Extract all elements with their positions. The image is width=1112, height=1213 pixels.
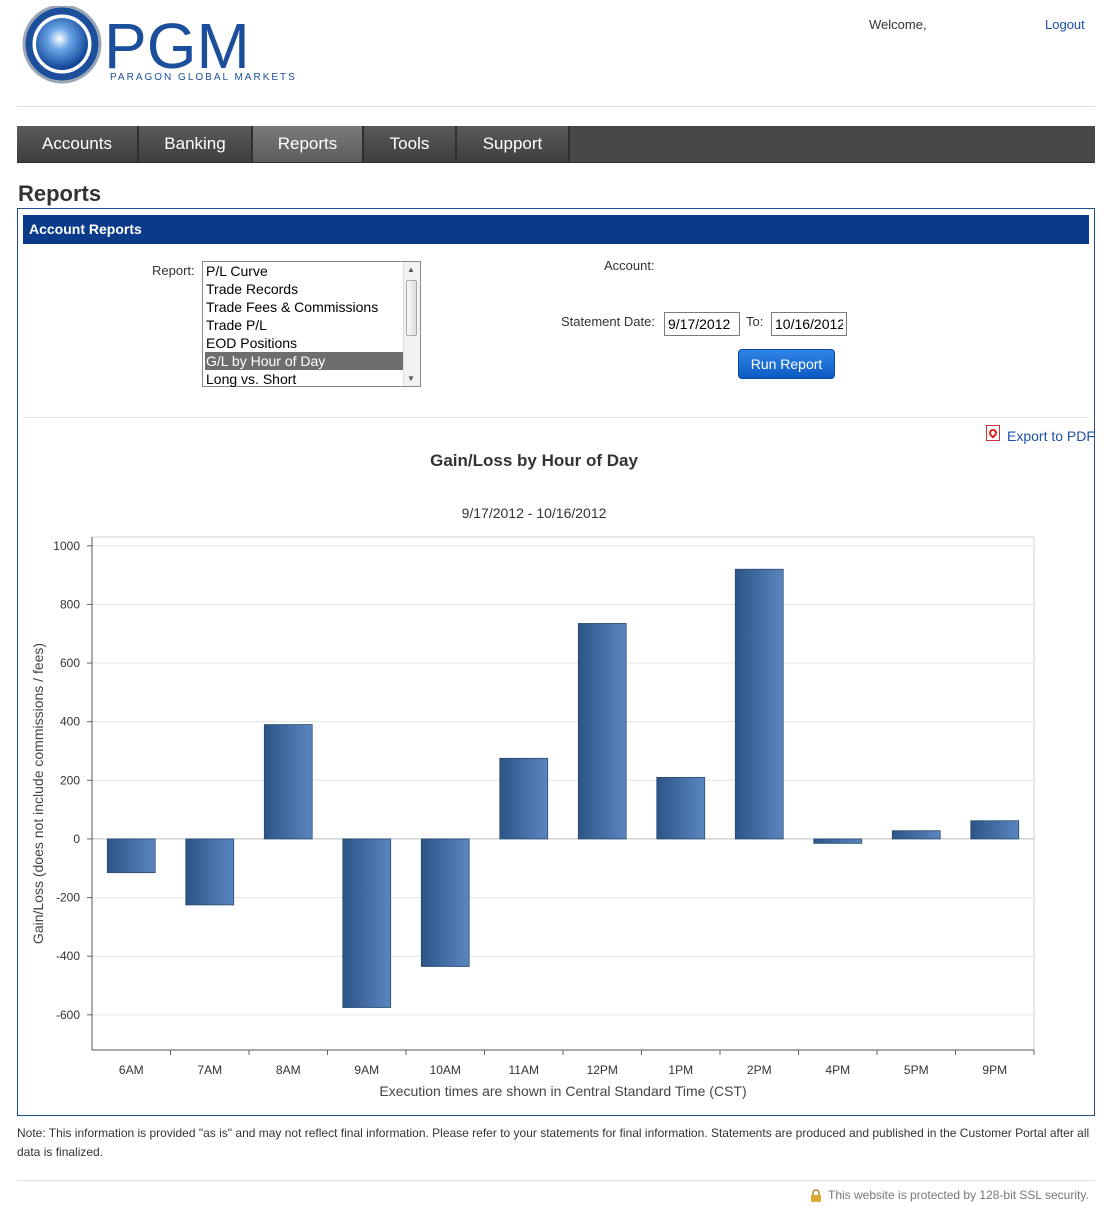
disclaimer-note: Note: This information is provided "as i… [17,1126,1090,1159]
x-tick-label: 5PM [904,1063,929,1077]
scroll-down-icon[interactable]: ▼ [407,374,415,383]
brand-name: PGM [104,10,250,82]
run-report-button[interactable]: Run Report [738,349,835,379]
bar-8am [263,724,313,840]
bar-4pm [813,838,863,844]
bar-9am [342,838,392,1008]
nav-accounts[interactable]: Accounts [17,126,139,162]
logout-link[interactable]: Logout [1045,17,1085,32]
nav-reports[interactable]: Reports [253,126,364,162]
y-tick-label: 1000 [53,539,80,553]
bar-1pm [656,776,706,840]
x-tick-label: 4PM [825,1063,850,1077]
pgm-logo[interactable]: PGM PARAGON GLOBAL MARKETS [20,6,310,86]
listbox-scrollbar[interactable]: ▲ ▼ [403,262,420,386]
welcome-text: Welcome, [869,17,927,32]
bar-10am [420,838,470,967]
plot-area [91,536,1035,1051]
to-date-input[interactable] [771,312,847,336]
statement-date-label: Statement Date: [561,314,655,329]
chart-title: Gain/Loss by Hour of Day [430,451,638,470]
scroll-up-icon[interactable]: ▲ [407,265,415,274]
report-option[interactable]: Trade Fees & Commissions [206,299,379,315]
bar-7am [185,838,235,906]
export-pdf-label[interactable]: Export to PDF [1007,428,1095,444]
y-tick-label: -600 [56,1008,80,1022]
main-nav: Accounts Banking Reports Tools Support [17,126,1095,163]
report-option[interactable]: Long vs. Short [206,371,297,387]
y-tick-label: -200 [56,891,80,905]
pdf-icon [986,425,1000,441]
report-option[interactable]: Trade Records [206,281,299,297]
to-label: To: [746,314,764,329]
y-tick-label: 0 [73,832,80,846]
scroll-thumb[interactable] [406,280,417,336]
bar-5pm [891,830,941,840]
from-date-input[interactable] [664,312,740,336]
reports-panel [17,208,1095,1116]
page-title: Reports [18,181,102,206]
report-option[interactable]: P/L Curve [206,263,268,279]
report-option[interactable]: Trade P/L [206,317,267,333]
x-tick-label: 11AM [509,1063,539,1077]
report-option[interactable]: EOD Positions [206,335,298,351]
y-axis-label: Gain/Loss (does not include commissions … [30,643,46,944]
bar-2pm [734,568,784,840]
x-tick-label: 7AM [197,1063,222,1077]
x-tick-label: 10AM [430,1063,461,1077]
x-tick-label: 9PM [982,1063,1007,1077]
x-tick-label: 8AM [276,1063,301,1077]
nav-support[interactable]: Support [457,126,570,162]
report-listbox[interactable]: P/L Curve Trade Records Trade Fees & Com… [202,261,421,387]
report-label: Report: [152,263,195,278]
y-tick-label: 400 [60,715,80,729]
footer-divider [17,1180,1095,1181]
chart-date-range: 9/17/2012 - 10/16/2012 [461,505,607,521]
bar-9pm [970,820,1020,840]
form-divider [23,417,1089,418]
ssl-text: This website is protected by 128-bit SSL… [828,1188,1089,1202]
nav-tools[interactable]: Tools [364,126,457,162]
panel-header: Account Reports [23,215,1089,244]
x-axis-label: Execution times are shown in Central Sta… [379,1083,746,1099]
bar-12pm [577,623,627,840]
bar-11am [499,757,549,840]
x-tick-label: 6AM [119,1063,144,1077]
x-tick-label: 12PM [587,1063,618,1077]
brand-tagline: PARAGON GLOBAL MARKETS [110,72,297,83]
y-tick-label: 600 [60,656,80,670]
y-tick-label: -400 [56,949,80,963]
x-tick-label: 2PM [747,1063,772,1077]
account-label: Account: [604,258,655,273]
x-tick-label: 9AM [354,1063,379,1077]
report-option-selected[interactable]: G/L by Hour of Day [205,352,406,370]
header-divider [17,106,1095,107]
gain-loss-chart: -600 -400 -200 0 200 400 600 800 1000 6AM 7AM 8AM 9A… [30,536,1035,1099]
bar-6am [106,838,156,874]
panel-title: Account Reports [29,221,142,237]
x-tick-label: 1PM [668,1063,693,1077]
y-tick-label: 800 [60,597,80,611]
nav-banking[interactable]: Banking [139,126,253,162]
y-tick-label: 200 [60,773,80,787]
lock-icon [811,1189,821,1202]
